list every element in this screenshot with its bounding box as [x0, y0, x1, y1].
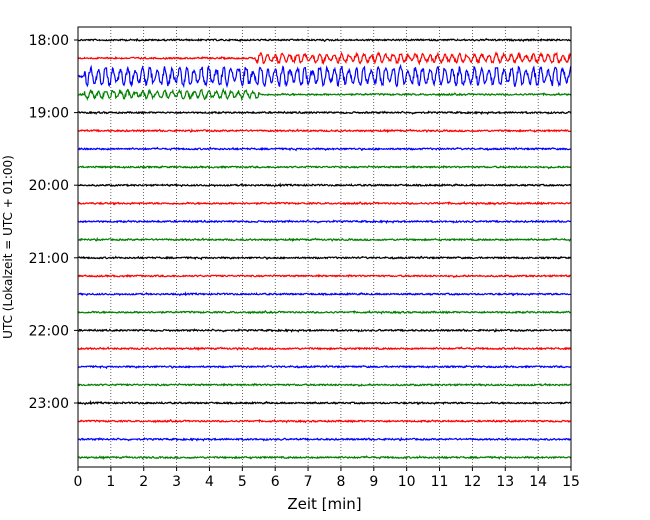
trace-1900: [77, 110, 572, 116]
trace-2300: [77, 399, 572, 406]
trace-2330: [77, 436, 572, 442]
trace-2245: [77, 382, 572, 388]
x-axis-ticks: 0 1 2 3 4 5 6 7 8 9 10 11 12 13 14 15: [74, 467, 580, 490]
y-tick-label: 18:00: [29, 33, 69, 49]
grid-lines: [110, 27, 539, 467]
plot-frame: [77, 26, 572, 468]
x-tick-label: 14: [529, 474, 547, 490]
x-tick-label: 5: [238, 474, 247, 490]
trace-1915: [77, 128, 572, 134]
trace-2030: [77, 219, 572, 225]
trace-2130: [77, 291, 572, 297]
x-tick-label: 7: [304, 474, 313, 490]
x-tick-label: 3: [172, 474, 181, 490]
y-axis-label: UTC (Lokalzeit = UTC + 01:00): [1, 155, 15, 339]
x-tick-label: 9: [369, 474, 378, 490]
y-tick-label: 21:00: [29, 251, 69, 267]
x-axis-label: Zeit [min]: [287, 495, 361, 513]
y-tick-label: 19:00: [29, 106, 69, 122]
y-tick-label: 20:00: [29, 178, 69, 194]
trace-1845: [77, 87, 572, 102]
trace-2115: [77, 273, 571, 279]
x-tick-label: 2: [139, 474, 148, 490]
trace-2345: [77, 455, 572, 461]
x-tick-label: 0: [74, 474, 83, 490]
x-tick-label: 4: [205, 474, 214, 490]
y-tick-label: 23:00: [29, 396, 69, 412]
x-tick-label: 6: [271, 474, 280, 490]
trace-2000: [77, 182, 572, 188]
x-tick-label: 10: [398, 474, 416, 490]
x-tick-label: 12: [463, 474, 481, 490]
x-tick-label: 1: [106, 474, 115, 490]
trace-2200: [77, 327, 572, 333]
trace-2215: [77, 346, 572, 352]
x-tick-label: 13: [496, 474, 514, 490]
trace-2045: [78, 236, 571, 243]
x-tick-label: 15: [562, 474, 580, 490]
trace-1800: [77, 37, 572, 43]
x-tick-label: 11: [431, 474, 449, 490]
trace-2015: [77, 200, 572, 206]
trace-2315: [77, 418, 571, 424]
y-tick-label: 22:00: [29, 323, 69, 339]
x-tick-label: 8: [336, 474, 345, 490]
y-axis-ticks: 18:00 19:00 20:00 21:00 22:00 23:00: [29, 33, 78, 412]
trace-1830: [77, 63, 572, 89]
trace-1815: [77, 50, 572, 66]
trace-1945: [77, 164, 572, 170]
trace-2145: [77, 309, 572, 315]
trace-1930: [77, 146, 572, 152]
trace-2100: [77, 255, 571, 261]
seismic-traces: [77, 37, 572, 461]
trace-2230: [77, 364, 571, 370]
